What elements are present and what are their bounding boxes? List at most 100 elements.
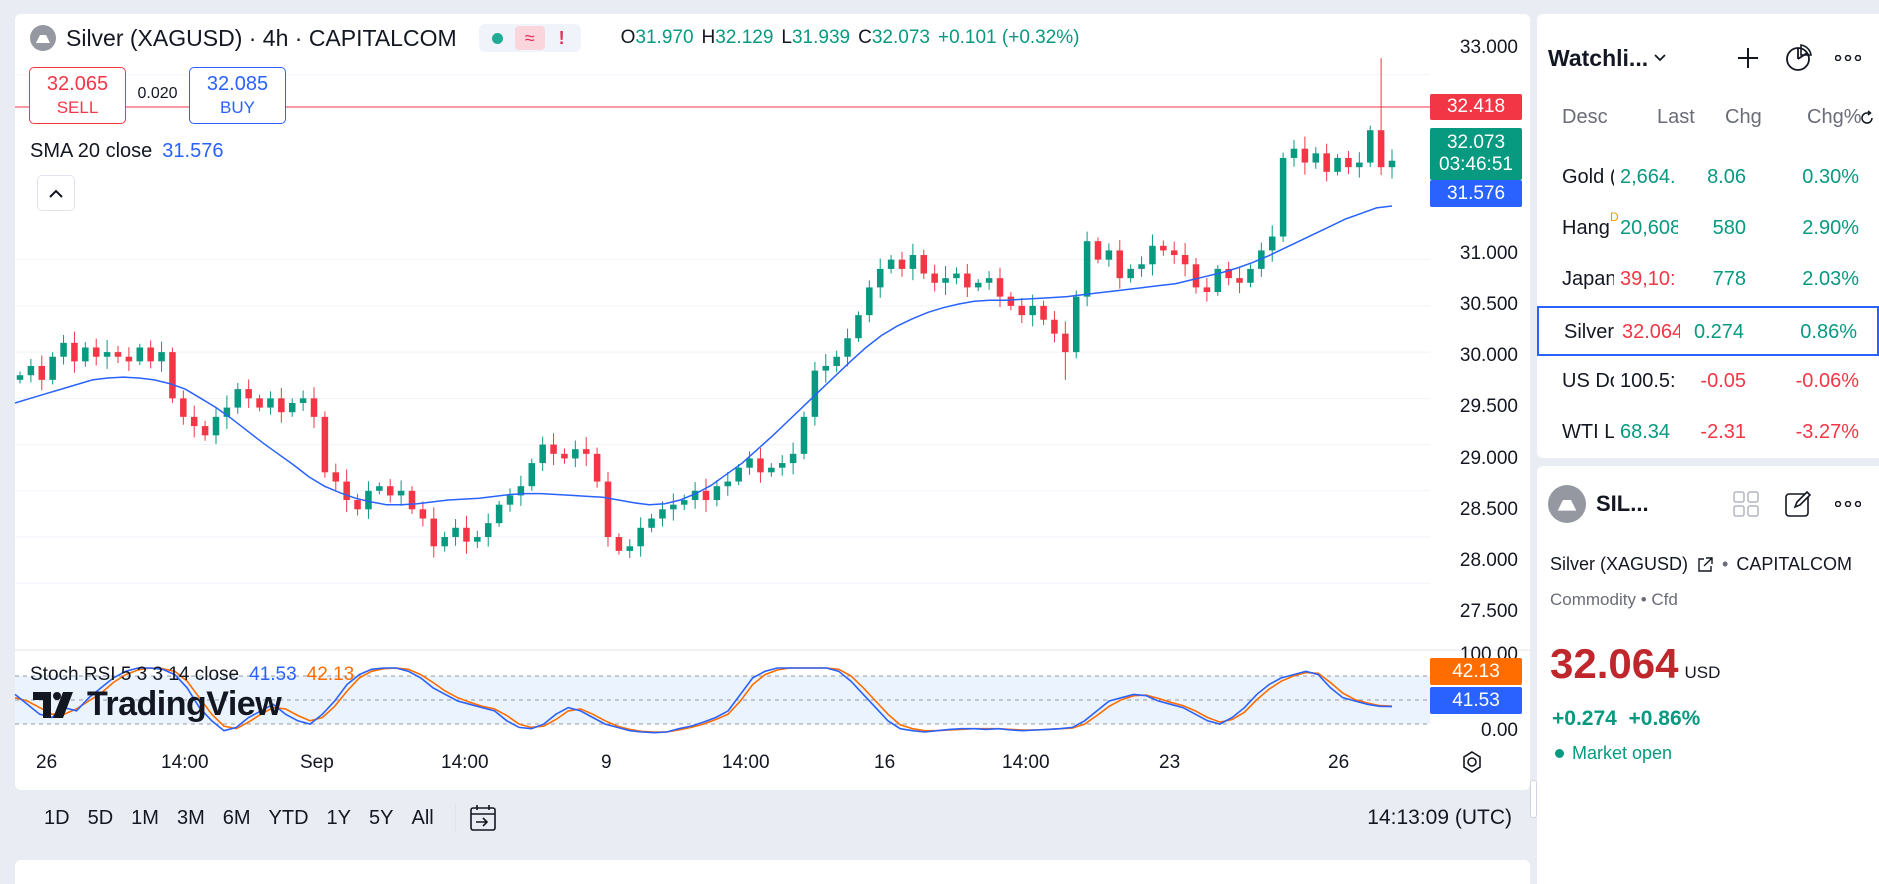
time-axis-label: 9	[601, 752, 612, 773]
details-change: +0.274 +0.86%	[1552, 707, 1700, 731]
range-ytd-button[interactable]: YTD	[268, 806, 309, 829]
symbol-legend: Silver (XAGUSD) · 4h · CAPITALCOM ≈ ! O3…	[30, 24, 1080, 52]
column-chgp[interactable]: Chg%	[1807, 106, 1862, 128]
time-axis-label: 26	[36, 752, 58, 773]
details-change-value: +0.274	[1552, 707, 1617, 730]
price-axis-label: 29.000	[1459, 448, 1518, 469]
toolbar-divider	[454, 804, 456, 832]
add-symbol-icon[interactable]	[1728, 38, 1768, 78]
chevron-up-icon	[49, 189, 63, 198]
market-status-dot	[1555, 749, 1564, 758]
watchlist-last: 100.5:	[1620, 370, 1676, 392]
spread-value: 0.020	[137, 85, 178, 102]
time-axis-label: Sep	[300, 752, 334, 773]
range-1m-button[interactable]: 1M	[131, 806, 159, 829]
edit-icon[interactable]	[1778, 484, 1818, 524]
watchlist-row[interactable]: Gold (2,664. 8.06 0.30%	[1537, 153, 1879, 203]
warning-icon[interactable]: !	[558, 27, 565, 48]
time-axis-label: 26	[1328, 752, 1350, 773]
range-toolbar: 1D 5D 1M 3M 6M YTD 1Y 5Y All 14:13:09 (U…	[15, 788, 1530, 848]
column-chg[interactable]: Chg	[1725, 106, 1762, 128]
watchlist-row[interactable]: Silver 32.064 0.274 0.86%	[1537, 306, 1879, 356]
range-5y-button[interactable]: 5Y	[369, 806, 394, 829]
date-range-button[interactable]	[468, 803, 498, 833]
collapse-legend-button[interactable]	[37, 175, 75, 211]
details-price: 32.064 USD	[1550, 640, 1720, 688]
watchlist-chgp: 2.03%	[1802, 268, 1859, 290]
watchlist-row[interactable]: WTI Li 68.34 -2.31 -3.27%	[1537, 408, 1879, 458]
details-panel	[1537, 466, 1879, 884]
symbol-title[interactable]: Silver (XAGUSD) · 4h · CAPITALCOM	[66, 24, 457, 51]
buy-label: BUY	[220, 97, 255, 117]
watchlist-row[interactable]: US Dol 100.5: -0.05 -0.06%	[1537, 357, 1879, 407]
watchlist-row[interactable]: Japan 39,10: 778 2.03%	[1537, 255, 1879, 305]
utc-clock[interactable]: 14:13:09 (UTC)	[1367, 806, 1512, 829]
tradingview-logo-icon	[33, 691, 73, 718]
alert-price-tag[interactable]: 32.418	[1430, 94, 1522, 120]
details-symbol[interactable]: SIL...	[1596, 491, 1649, 516]
sma-legend[interactable]: SMA 20 close 31.576	[30, 140, 223, 163]
watchlist-last: 20,608	[1620, 217, 1678, 239]
delayed-data-icon[interactable]: ≈	[514, 26, 545, 50]
range-1d-button[interactable]: 1D	[44, 806, 70, 829]
more-icon[interactable]	[1828, 484, 1868, 524]
time-axis-label: 23	[1159, 752, 1181, 773]
buy-price: 32.085	[206, 72, 269, 95]
stoch-rsi-legend[interactable]: Stoch RSI 5 3 3 14 close 41.53 42.13	[30, 664, 354, 686]
external-link-icon[interactable]	[1696, 556, 1714, 574]
change-value: +0.101 (+0.32%)	[937, 27, 1080, 48]
column-last[interactable]: Last	[1657, 106, 1695, 128]
watchlist-last: 39,10:	[1620, 268, 1676, 290]
chevron-down-icon[interactable]	[1648, 38, 1672, 78]
price-axis-label: 27.500	[1459, 601, 1518, 622]
watchlist-chgp: -0.06%	[1795, 370, 1859, 392]
details-change-pct: +0.86%	[1628, 707, 1701, 730]
market-open-indicator[interactable]	[483, 26, 513, 50]
range-all-button[interactable]: All	[411, 806, 434, 829]
watchlist-symbol: WTI Li	[1562, 421, 1614, 443]
details-price-value: 32.064	[1550, 640, 1679, 687]
market-status[interactable]: Market open	[1555, 743, 1672, 764]
sell-price: 32.065	[46, 72, 109, 95]
range-3m-button[interactable]: 3M	[176, 806, 205, 829]
time-axis-label: 14:00	[161, 752, 209, 773]
watchlist-chg: -0.05	[1700, 370, 1746, 392]
details-exchange: CAPITALCOM	[1736, 554, 1853, 574]
watchlist-row[interactable]: Hang D 20,608 580 2.90%	[1537, 204, 1879, 254]
rsi-axis-bottom: 0.00	[1481, 720, 1518, 741]
watchlist-chg: -2.31	[1700, 421, 1746, 443]
watchlist-chg: 580	[1712, 217, 1746, 239]
price-axis-label: 31.000	[1459, 243, 1518, 264]
refresh-icon[interactable]	[1859, 110, 1875, 126]
delayed-badge: D	[1610, 210, 1619, 224]
panel-resize-handle[interactable]	[1530, 780, 1537, 818]
calendar-goto-icon	[469, 805, 496, 831]
watchlist-symbol: Japan	[1562, 268, 1614, 290]
layout-grid-icon[interactable]	[1726, 484, 1766, 524]
more-icon[interactable]	[1828, 38, 1868, 78]
status-pills: ≈ !	[478, 24, 581, 52]
ohlc-values: O31.970 H32.129 L31.939 C32.073 +0.101 (…	[620, 27, 1080, 48]
last-price-tag: 32.073 03:46:51	[1430, 128, 1522, 180]
sell-button[interactable]: 32.065 SELL	[29, 67, 126, 124]
watchlist-chgp: 2.90%	[1802, 217, 1859, 239]
chart-settings-icon[interactable]	[1460, 750, 1484, 779]
range-6m-button[interactable]: 6M	[222, 806, 251, 829]
details-header: SIL...	[1548, 482, 1868, 526]
last-price: 32.073	[1446, 132, 1506, 153]
tradingview-logo[interactable]: TradingView	[33, 685, 282, 724]
watchlist-title[interactable]: Watchli...	[1548, 44, 1649, 71]
watchlist-chgp: 0.30%	[1802, 166, 1859, 188]
column-desc[interactable]: Desc	[1562, 106, 1608, 128]
sma-price-tag: 31.576	[1430, 180, 1522, 207]
range-1y-button[interactable]: 1Y	[326, 806, 352, 829]
market-status-label: Market open	[1572, 743, 1673, 763]
details-subtype: Cfd	[1651, 590, 1678, 609]
details-currency: USD	[1684, 663, 1721, 682]
watchlist-chg: 8.06	[1707, 166, 1746, 188]
pie-chart-icon[interactable]	[1778, 38, 1818, 78]
watchlist-header: Watchli...	[1548, 38, 1868, 78]
details-full-name[interactable]: Silver (XAGUSD)	[1550, 554, 1689, 574]
range-5d-button[interactable]: 5D	[87, 806, 114, 829]
buy-button[interactable]: 32.085 BUY	[189, 67, 286, 124]
